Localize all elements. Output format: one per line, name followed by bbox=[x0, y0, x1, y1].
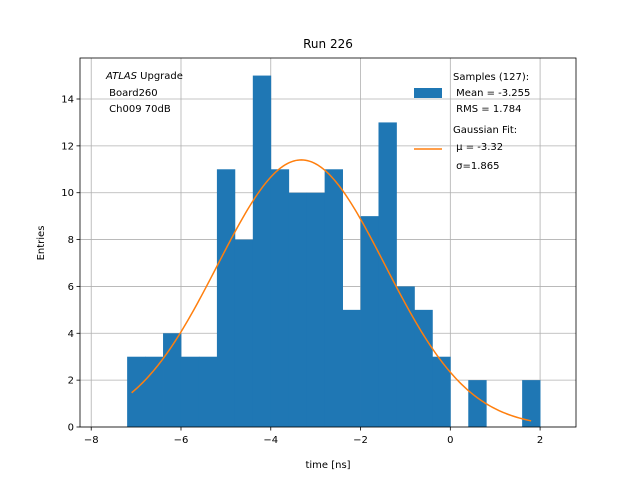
histogram-bar bbox=[234, 239, 254, 427]
annotation-rest: Upgrade bbox=[137, 71, 183, 82]
histogram-bar bbox=[396, 286, 415, 427]
annotation-line-3: Ch009 70dB bbox=[106, 104, 171, 115]
y-tick-label: 0 bbox=[68, 423, 74, 434]
histogram-bar bbox=[342, 309, 361, 427]
gaussian-fit-curve bbox=[131, 159, 532, 422]
x-tick-label: −6 bbox=[174, 435, 189, 446]
y-tick-label: 2 bbox=[68, 376, 74, 387]
legend-patch-samples bbox=[414, 88, 442, 98]
legend-gaussian-line-2: μ = -3.32 bbox=[453, 142, 503, 153]
legend-gaussian-line-3: σ=1.865 bbox=[453, 161, 500, 172]
legend-samples-line-3: RMS = 1.784 bbox=[453, 104, 521, 115]
chart-title: Run 226 bbox=[303, 37, 353, 51]
histogram-bar bbox=[127, 356, 146, 427]
legend-samples-line-1: Samples (127): bbox=[453, 72, 529, 83]
histogram-bar bbox=[252, 75, 272, 428]
ticks-layer: −8 −6 −4 −2 0 2 0 2 4 6 8 10 12 14 bbox=[61, 95, 543, 447]
legend: Samples (127): Mean = -3.255 RMS = 1.784… bbox=[414, 72, 530, 172]
y-tick-label: 12 bbox=[61, 141, 74, 152]
histogram-bar bbox=[198, 356, 218, 427]
y-tick-label: 10 bbox=[61, 188, 74, 199]
x-tick-label: 2 bbox=[537, 435, 543, 446]
annotation-line-1: ATLAS Upgrade bbox=[105, 71, 183, 82]
legend-samples-line-2: Mean = -3.255 bbox=[453, 88, 530, 99]
histogram-bar bbox=[468, 380, 487, 427]
annotation-italic: ATLAS bbox=[105, 71, 138, 82]
plot-frame bbox=[79, 57, 577, 428]
histogram-bar bbox=[270, 169, 290, 428]
histogram-bar bbox=[288, 192, 308, 427]
histogram-bars bbox=[127, 75, 541, 428]
y-tick-label: 4 bbox=[68, 329, 74, 340]
annotation-box: ATLAS Upgrade Board260 Ch009 70dB bbox=[105, 71, 183, 115]
x-tick-label: −2 bbox=[353, 435, 368, 446]
histogram-bar bbox=[216, 169, 236, 428]
x-axis-label: time [ns] bbox=[305, 460, 350, 471]
histogram-bar bbox=[324, 169, 343, 428]
x-tick-label: 0 bbox=[447, 435, 453, 446]
histogram-bar bbox=[306, 192, 326, 427]
histogram-bar bbox=[414, 309, 433, 427]
histogram-bar bbox=[522, 380, 541, 427]
annotation-line-2: Board260 bbox=[106, 88, 158, 99]
y-axis-label: Entries bbox=[36, 226, 47, 261]
y-tick-label: 14 bbox=[61, 95, 74, 106]
histogram-bar bbox=[163, 333, 182, 427]
axes-layer bbox=[79, 57, 577, 428]
histogram-bar bbox=[145, 356, 164, 427]
legend-gaussian-line-1: Gaussian Fit: bbox=[453, 125, 517, 136]
x-tick-label: −4 bbox=[263, 435, 278, 446]
histogram-bar bbox=[432, 356, 451, 427]
histogram-bar bbox=[180, 356, 200, 427]
y-tick-label: 8 bbox=[68, 235, 74, 246]
x-tick-label: −8 bbox=[84, 435, 99, 446]
histogram-bar bbox=[378, 122, 397, 427]
gaussian-fit-layer bbox=[131, 159, 532, 422]
histogram-bar bbox=[360, 216, 379, 427]
grid-layer bbox=[80, 58, 576, 428]
y-tick-label: 6 bbox=[68, 282, 74, 293]
